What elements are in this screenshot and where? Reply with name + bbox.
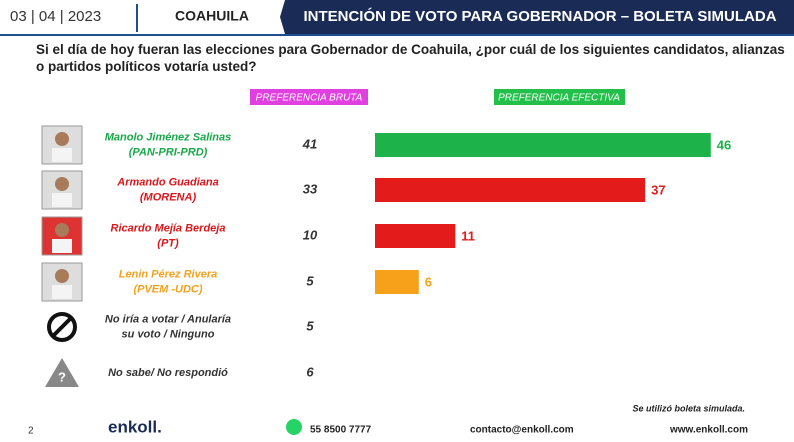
bar-value: 11 [461, 228, 475, 243]
photo-body [52, 285, 72, 299]
bar-value: 46 [717, 137, 731, 152]
note: Se utilizó boleta simulada. [632, 403, 745, 413]
raw-value: 33 [303, 181, 318, 196]
title-banner [280, 0, 794, 34]
null-vote-icon [47, 312, 77, 342]
bar-value: 37 [651, 182, 665, 197]
column-header-box [494, 89, 625, 105]
photo-head [55, 132, 69, 146]
bar [375, 224, 456, 248]
photo-body [52, 193, 72, 207]
raw-value: 41 [302, 136, 317, 151]
category-label: (PVEM -UDC) [133, 283, 202, 295]
column-header-box [250, 89, 368, 105]
category-label: Ricardo Mejía Berdeja [111, 222, 226, 234]
category-label: No iría a votar / Anularía [105, 313, 231, 325]
column-header: PREFERENCIA EFECTIVA [498, 93, 620, 104]
website: www.enkoll.com [669, 425, 748, 436]
photo-head [55, 177, 69, 191]
category-label: (MORENA) [140, 191, 197, 203]
category-label: Armando Guadiana [116, 176, 218, 188]
column-header: PREFERENCIA BRUTA [256, 93, 363, 104]
bar [375, 133, 711, 157]
bar-value: 6 [425, 274, 432, 289]
bar [375, 178, 646, 202]
brand: enkoll. [108, 417, 162, 436]
date: 03 | 04 | 2023 [10, 8, 101, 25]
email: contacto@enkoll.com [470, 425, 574, 436]
null-vote-slash [51, 316, 73, 338]
category-label: (PAN-PRI-PRD) [129, 146, 208, 158]
category-label: No sabe/ No respondió [108, 367, 228, 379]
question-box: Si el día de hoy fueran las elecciones p… [36, 42, 785, 74]
phone: 55 8500 7777 [310, 425, 372, 436]
raw-value: 5 [306, 318, 314, 333]
raw-value: 10 [303, 227, 318, 242]
page-number: 2 [28, 426, 34, 437]
question: Si el día de hoy fueran las elecciones p… [36, 42, 785, 74]
category-label: su voto / Ninguno [122, 328, 215, 340]
raw-value: 5 [306, 273, 314, 288]
category-label: Manolo Jiménez Salinas [105, 131, 232, 143]
category-label: (PT) [157, 237, 179, 249]
photo-head [55, 223, 69, 237]
unknown-icon [45, 358, 79, 387]
photo-body [52, 239, 72, 253]
category-label: Lenin Pérez Rivera [119, 268, 217, 280]
whatsapp-icon [286, 419, 302, 435]
photo-head [55, 269, 69, 283]
title: INTENCIÓN DE VOTO PARA GOBERNADOR – BOLE… [303, 7, 776, 25]
bar [375, 270, 419, 294]
photo-body [52, 148, 72, 162]
unknown-icon-mark: ? [58, 369, 66, 384]
region: COAHUILA [175, 8, 249, 24]
raw-value: 6 [306, 364, 314, 379]
